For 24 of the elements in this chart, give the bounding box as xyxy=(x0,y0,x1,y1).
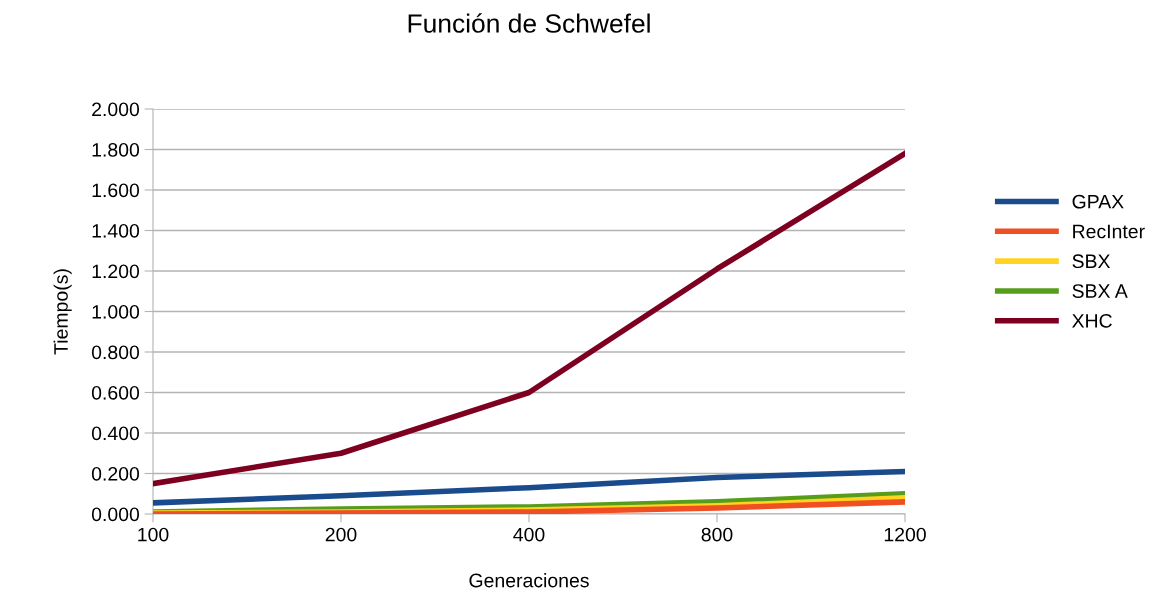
x-tick-label: 400 xyxy=(513,527,545,542)
x-tick-label: 100 xyxy=(138,527,169,542)
y-tick-label: 0.200 xyxy=(91,466,140,481)
y-tick-label: 1.200 xyxy=(92,264,140,279)
y-tick-label: 0.000 xyxy=(91,507,140,522)
x-axis-title: Generaciones xyxy=(469,573,589,588)
y-tick-label: 0.800 xyxy=(91,345,140,360)
legend-label: RecInter xyxy=(1073,224,1145,239)
y-axis-title: Tiempo(s) xyxy=(53,269,72,355)
legend-label: SBX xyxy=(1072,254,1111,269)
chart-title: Función de Schwefel xyxy=(408,13,650,33)
x-tick-label: 200 xyxy=(325,527,357,542)
y-tick-label: 2.000 xyxy=(92,102,140,117)
y-tick-label: 1.600 xyxy=(92,183,140,198)
y-tick-label: 1.800 xyxy=(92,142,140,157)
y-tick-label: 1.000 xyxy=(92,304,140,319)
x-tick-label: 1200 xyxy=(884,527,926,542)
y-tick-label: 0.600 xyxy=(91,385,140,400)
legend-label: GPAX xyxy=(1072,194,1124,209)
x-tick-label: 800 xyxy=(701,527,733,542)
legend-label: SBX A xyxy=(1072,284,1128,298)
y-tick-label: 0.400 xyxy=(91,426,140,441)
y-tick-label: 1.400 xyxy=(92,223,140,238)
legend-label: XHC xyxy=(1072,313,1112,328)
